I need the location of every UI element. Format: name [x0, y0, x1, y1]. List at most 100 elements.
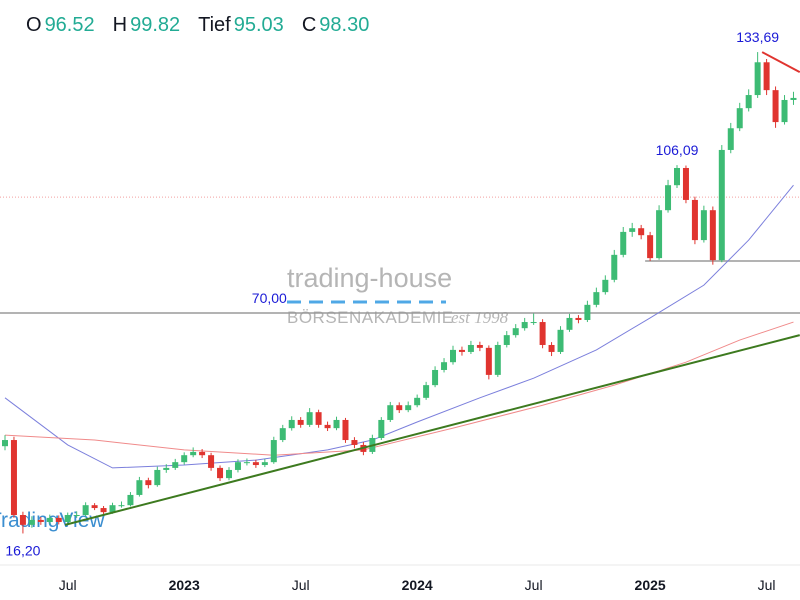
candle-body [405, 405, 412, 411]
x-tick-label: Jul [758, 577, 776, 593]
candle-body [736, 108, 743, 129]
candle-body [279, 428, 286, 441]
candle-body [718, 149, 725, 261]
watermark: trading-house BÖRSENAKADEMIE est 1998 Tr… [0, 29, 800, 558]
candle-body [763, 62, 770, 91]
legend-key: H [112, 14, 128, 36]
candle-body [620, 231, 627, 255]
candle-body [91, 505, 98, 509]
trendline [761, 51, 800, 73]
candle-body [306, 412, 313, 425]
price-annotation: 16,20 [5, 542, 40, 558]
candle-body [145, 480, 152, 486]
candle-body [754, 62, 761, 96]
candle-body [745, 95, 752, 109]
candle-body [647, 235, 654, 259]
candle-body [512, 328, 519, 336]
candle-body [315, 412, 322, 425]
moving-average [4, 321, 794, 456]
candle-body [154, 469, 161, 486]
candle-body [28, 519, 35, 525]
candle-body [575, 317, 582, 320]
candle-body [485, 347, 492, 375]
watermark-brand: trading-house [287, 263, 452, 293]
x-axis-band [0, 565, 800, 600]
candle-body [450, 349, 456, 363]
legend-value: 96.52 [44, 14, 95, 36]
legend-value: 99.82 [130, 14, 181, 36]
price-annotation: 133,69 [736, 29, 779, 45]
candle-body [37, 519, 44, 522]
candle-body [656, 210, 663, 259]
candle-body [199, 451, 206, 456]
candle-body [674, 167, 680, 186]
candle-body [64, 515, 71, 522]
candle-body [727, 128, 734, 150]
candle-body [467, 344, 474, 352]
candle-body [709, 210, 716, 261]
candle-body [441, 362, 448, 370]
candle-body [557, 329, 564, 352]
candle-body [351, 440, 358, 445]
candle-body [55, 517, 62, 522]
candle-body [691, 199, 698, 241]
x-tick-label: 2024 [402, 577, 433, 593]
candle-body [682, 167, 689, 200]
candle-body [109, 505, 116, 513]
candle-body [629, 228, 636, 232]
candle-body [217, 467, 224, 479]
watermark-academy: BÖRSENAKADEMIE [287, 308, 454, 327]
candle-body [593, 292, 600, 305]
x-tick-label: 2025 [635, 577, 666, 593]
price-annotation: 70,00 [252, 290, 287, 306]
candle-body [414, 397, 421, 406]
candle-body [611, 254, 618, 280]
candle-body [521, 322, 528, 329]
candle-body [100, 508, 107, 513]
candle-body [226, 469, 232, 479]
candle-body [172, 462, 179, 468]
candle-body [234, 462, 241, 470]
candle-body [602, 279, 609, 293]
candle-body [387, 405, 394, 420]
candle-body [252, 462, 259, 466]
candle-body [772, 90, 779, 123]
candle-body [270, 440, 277, 463]
candle-body [118, 505, 125, 507]
candle-body [73, 515, 80, 517]
candle-body [665, 185, 672, 211]
x-tick-label: Jul [59, 577, 77, 593]
candle-body [638, 228, 645, 236]
candle-body [548, 344, 555, 352]
candle-body [781, 99, 788, 123]
candle-body [163, 467, 170, 470]
legend-key: C [301, 14, 317, 36]
candle-body [181, 455, 188, 463]
candle-body [2, 440, 8, 447]
legend-value: 98.30 [319, 14, 370, 36]
candle-body [19, 515, 26, 525]
candle-body [10, 440, 17, 516]
candle-body [476, 344, 483, 348]
x-tick-label: Jul [525, 577, 543, 593]
trendline [64, 334, 800, 526]
legend-key: O [26, 14, 42, 36]
candle-body [208, 455, 215, 468]
candle-body [530, 322, 537, 324]
ohlc-legend: O 96.52 H 99.82 Tief 95.03 C 98.30 [8, 14, 369, 37]
candle-body [423, 385, 430, 398]
candle-body [127, 494, 134, 506]
candle-body [243, 462, 250, 464]
candle-body [700, 210, 707, 241]
candle-body [46, 517, 53, 522]
candle-body [333, 419, 340, 429]
candle-body [396, 405, 403, 411]
candle-body [584, 304, 591, 320]
candle-body [458, 349, 465, 352]
candle-body [261, 462, 268, 466]
x-tick-label: Jul [292, 577, 310, 593]
candle-body [503, 335, 510, 345]
legend-value: 95.03 [233, 14, 284, 36]
